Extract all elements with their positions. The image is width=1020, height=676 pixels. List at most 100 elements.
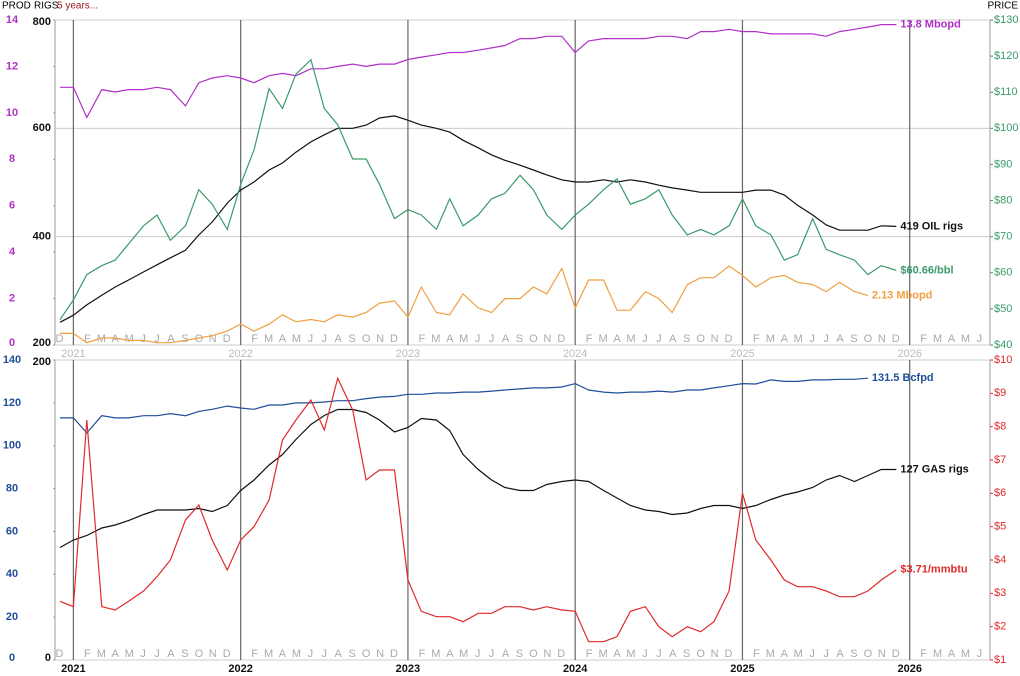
y2-tick-label: $90 [994, 158, 1012, 170]
month-label: F [920, 648, 927, 660]
y3-tick-label: 12 [6, 60, 18, 72]
rigs-axis-title: RIGS [34, 1, 59, 12]
month-label: S [683, 648, 690, 660]
y3-tick-label: 10 [6, 107, 18, 119]
y3-tick-label: 60 [6, 525, 18, 537]
month-label: M [292, 648, 301, 660]
month-label: D [390, 333, 398, 345]
month-label: A [446, 333, 454, 345]
month-label: F [920, 333, 927, 345]
y2-tick-label: $5 [994, 521, 1006, 533]
month-label: A [335, 648, 343, 660]
month-label: J [823, 333, 829, 345]
y2-tick-label: $4 [994, 554, 1006, 566]
month-label: M [961, 648, 970, 660]
series-line [60, 265, 869, 344]
month-label: S [850, 648, 857, 660]
series-end-label: 2.13 Mbopd [872, 289, 933, 301]
month-label: F [753, 333, 760, 345]
y-tick-label: 0 [45, 652, 51, 664]
month-label: J [642, 333, 648, 345]
month-label: N [878, 648, 886, 660]
month-label: J [140, 648, 146, 660]
y3-tick-label: 8 [9, 153, 15, 165]
month-label: J [489, 333, 495, 345]
month-label: S [181, 648, 188, 660]
month-label: A [279, 648, 287, 660]
month-label: D [390, 648, 398, 660]
y3-tick-label: 120 [3, 397, 21, 409]
month-label: D [55, 333, 63, 345]
month-label: N [711, 333, 719, 345]
month-label: O [864, 333, 873, 345]
month-label: O [696, 333, 705, 345]
x-tick-label: 2024 [563, 663, 588, 675]
y-tick-label: 400 [33, 231, 51, 243]
month-label: J [809, 648, 815, 660]
x-tick-label: 2023 [396, 348, 420, 360]
month-label: N [209, 333, 217, 345]
series-line [60, 24, 897, 119]
y2-tick-label: $70 [994, 231, 1012, 243]
month-label: S [516, 648, 523, 660]
month-label: J [154, 648, 160, 660]
subtitle: 5 years... [57, 1, 98, 12]
month-label: S [348, 333, 355, 345]
y2-tick-label: $8 [994, 421, 1006, 433]
series-line [59, 58, 897, 321]
y3-tick-label: 6 [9, 200, 15, 212]
y2-tick-label: $10 [994, 354, 1012, 366]
y2-tick-label: $1 [994, 654, 1006, 666]
series-end-label: 131.5 Bcfpd [872, 372, 934, 384]
month-label: D [557, 333, 565, 345]
x-tick-label: 2026 [897, 348, 921, 360]
series-line [60, 377, 868, 434]
y3-tick-label: 0 [9, 652, 15, 664]
month-label: F [418, 333, 425, 345]
month-label: M [264, 648, 273, 660]
month-label: F [586, 333, 593, 345]
y2-tick-label: $3 [994, 587, 1006, 599]
month-label: J [977, 648, 983, 660]
month-label: D [223, 333, 231, 345]
x-tick-label: 2025 [730, 663, 754, 675]
month-label: A [335, 333, 343, 345]
y-tick-label: 600 [33, 122, 51, 134]
series-line [59, 376, 897, 643]
x-tick-label: 2025 [730, 348, 754, 360]
plot-area [54, 19, 991, 346]
month-label: A [669, 333, 677, 345]
month-label: M [598, 333, 607, 345]
x-tick-label: 2022 [228, 663, 252, 675]
month-label: M [794, 648, 803, 660]
month-label: M [626, 333, 635, 345]
month-label: O [362, 333, 371, 345]
month-label: J [322, 333, 328, 345]
month-label: M [626, 648, 635, 660]
series-end-label: 13.8 Mbopd [900, 19, 961, 31]
y2-tick-label: $130 [994, 14, 1018, 26]
month-label: M [933, 333, 942, 345]
month-label: F [753, 648, 760, 660]
month-label: M [459, 333, 468, 345]
series-end-label: 419 OIL rigs [900, 220, 963, 232]
month-label: M [125, 333, 134, 345]
y2-tick-label: $80 [994, 194, 1012, 206]
x-tick-label: 2021 [61, 663, 85, 675]
month-label: D [892, 333, 900, 345]
y2-tick-label: $50 [994, 303, 1012, 315]
y3-tick-label: 100 [3, 440, 21, 452]
price-axis-title: PRICE [987, 1, 1018, 12]
month-label: D [223, 648, 231, 660]
month-label: M [97, 333, 106, 345]
month-label: M [598, 648, 607, 660]
x-tick-label: 2021 [61, 348, 85, 360]
month-label: O [362, 648, 371, 660]
month-label: M [431, 333, 440, 345]
month-label: D [557, 648, 565, 660]
y3-tick-label: 20 [6, 611, 18, 623]
month-label: O [864, 648, 873, 660]
month-label: A [112, 333, 120, 345]
y3-tick-label: 140 [3, 354, 21, 366]
month-label: M [264, 333, 273, 345]
